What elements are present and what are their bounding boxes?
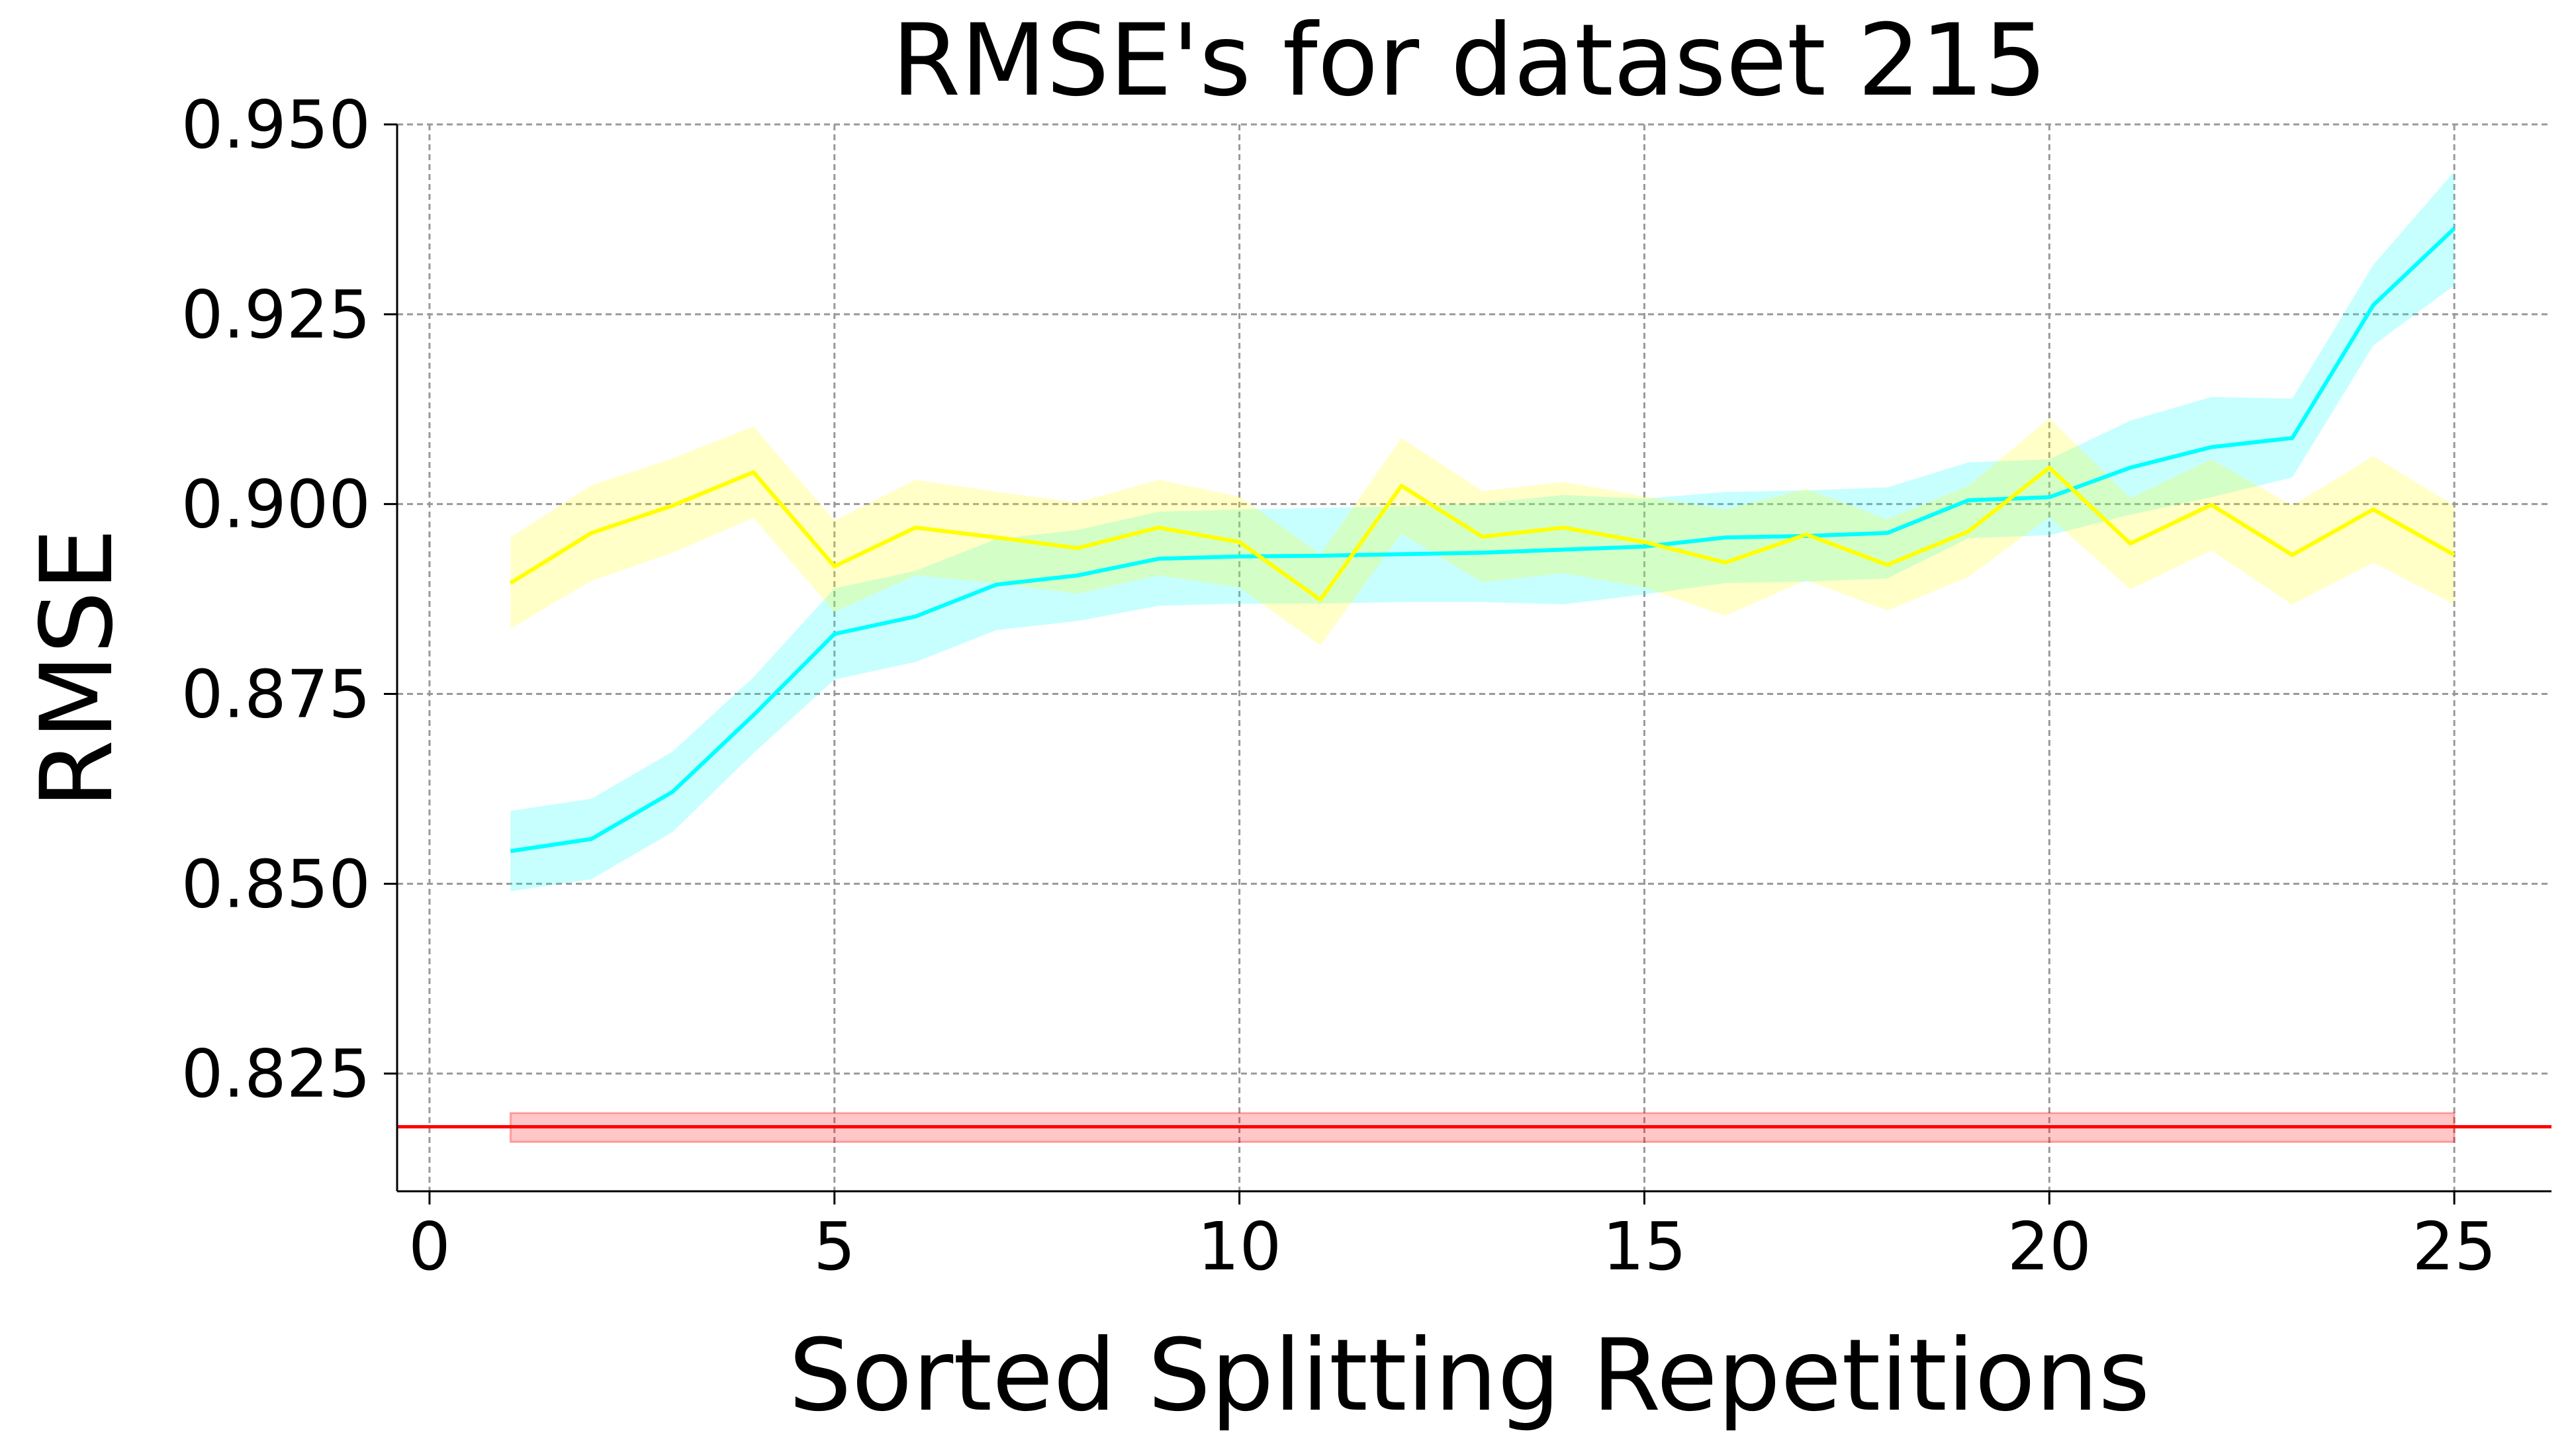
x-axis-label: Sorted Splitting Repetitions: [789, 1318, 2150, 1433]
y-tick-label: 0.825: [181, 1035, 371, 1113]
y-tick-label: 0.950: [181, 86, 371, 163]
x-tick-label: 20: [2007, 1208, 2091, 1285]
y-tick-label: 0.900: [181, 466, 371, 543]
y-tick-label: 0.875: [181, 655, 371, 733]
line-layer: [397, 227, 2551, 1128]
tick-label-layer: 0 5 10 15 20 25 0.825 0.850 0.875 0.900 0.925 0.950: [181, 86, 2497, 1285]
y-tick-label: 0.850: [181, 845, 371, 923]
x-tick-label: 25: [2412, 1208, 2497, 1285]
axis-layer: [384, 123, 2551, 1205]
chart-title: RMSE's for dataset 215: [892, 3, 2047, 118]
y-axis-label: RMSE: [20, 528, 135, 809]
x-tick-label: 15: [1602, 1208, 1686, 1285]
x-tick-label: 10: [1197, 1208, 1281, 1285]
y-tick-label: 0.925: [181, 276, 371, 353]
band-layer: [509, 171, 2455, 1143]
x-tick-label: 0: [408, 1208, 451, 1285]
series-1-line: [510, 227, 2456, 853]
grid-layer: [397, 123, 2551, 1191]
series-2-band: [510, 418, 2455, 646]
series-1-band: [510, 171, 2455, 891]
series-2-line: [509, 465, 2455, 602]
x-tick-label: 5: [813, 1208, 856, 1285]
